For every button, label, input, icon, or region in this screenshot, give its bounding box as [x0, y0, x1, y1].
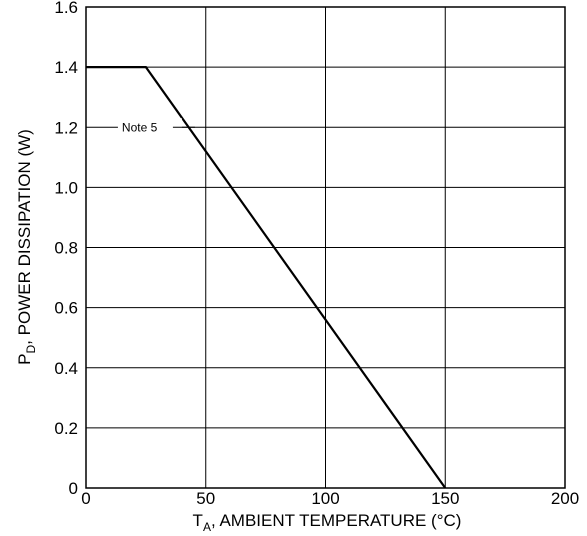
x-axis-label-sub: A: [203, 520, 211, 534]
x-tick-label: 50: [196, 489, 215, 508]
grid: [85, 6, 566, 489]
x-tick-label: 200: [551, 489, 579, 508]
annotation-note: Note 5: [122, 120, 158, 134]
y-axis-label: PD, POWER DISSIPATION (W): [15, 129, 38, 365]
y-tick-label: 0.2: [54, 419, 78, 438]
y-tick-label: 1.2: [54, 118, 78, 137]
x-tick-label: 150: [431, 489, 459, 508]
plot-frame: [85, 6, 566, 489]
y-tick-label: 1.6: [54, 0, 78, 17]
x-tick-label: 0: [81, 489, 90, 508]
x-axis-label-main: T: [193, 511, 203, 530]
y-axis-label-rest: , POWER DISSIPATION (W): [15, 129, 34, 345]
plot-border: [85, 6, 566, 489]
series-line: [86, 66, 447, 489]
annotation-backdrop: [117, 118, 182, 137]
annotation-layer: Note 5: [117, 118, 195, 137]
y-tick-labels: 0 0.2 0.4 0.6 0.8 1.0 1.2 1.4 1.6: [54, 0, 78, 498]
series-layer: [86, 66, 447, 489]
y-tick-label: 0.6: [54, 299, 78, 318]
x-tick-labels: 0 50 100 150 200: [81, 489, 579, 508]
y-axis-label-sub: D: [24, 344, 38, 353]
y-tick-label: 0.4: [54, 359, 78, 378]
y-tick-label: 1.4: [54, 58, 78, 77]
x-axis-label-rest: , AMBIENT TEMPERATURE (°C): [211, 511, 462, 530]
y-tick-label: 0: [69, 479, 78, 498]
x-axis-label: TA, AMBIENT TEMPERATURE (°C): [193, 511, 462, 534]
x-tick-label: 100: [311, 489, 339, 508]
y-axis-label-main: P: [15, 353, 34, 364]
y-tick-label: 0.8: [54, 239, 78, 258]
y-tick-label: 1.0: [54, 178, 78, 197]
